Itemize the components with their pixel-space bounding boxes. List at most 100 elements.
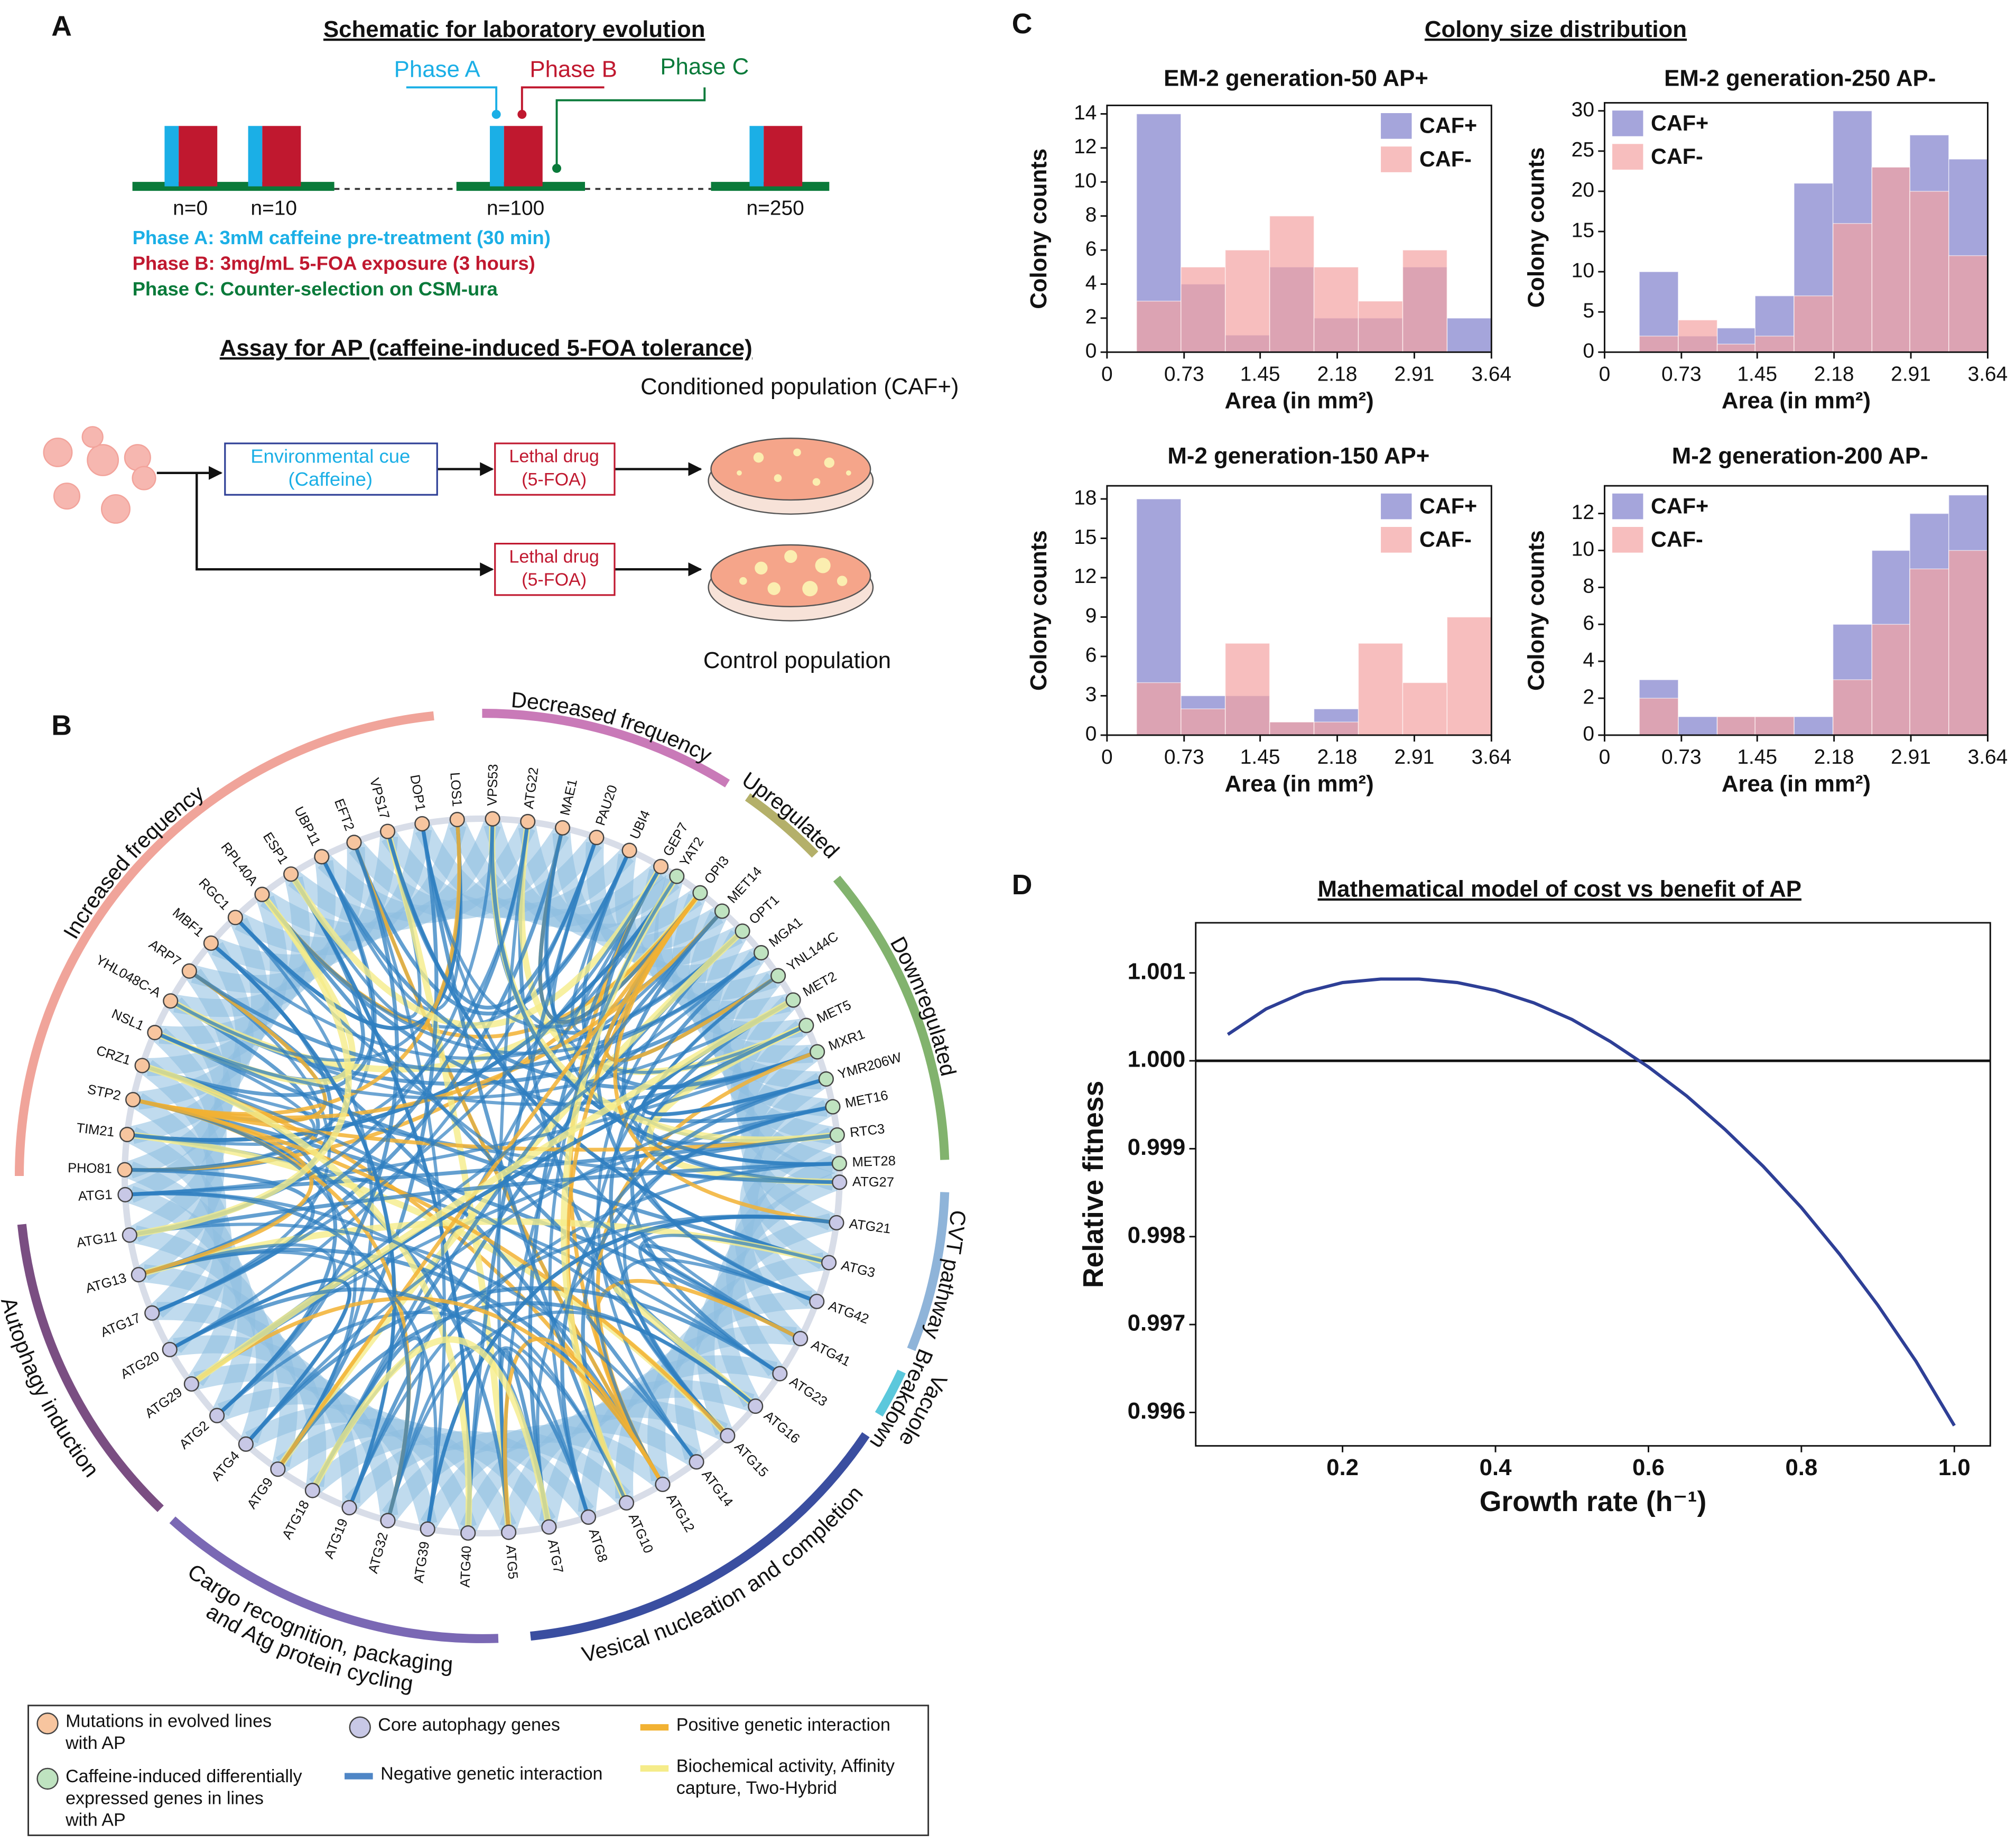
x-tick-label: 0.73	[1164, 746, 1204, 768]
colony	[824, 457, 835, 468]
phase-connector	[521, 86, 605, 115]
y-tick-label: 10	[1074, 170, 1097, 192]
x-tick-label: 0.73	[1661, 363, 1702, 385]
gene-node	[541, 1519, 557, 1535]
histogram-bar	[1402, 249, 1448, 353]
gene-node	[809, 1293, 825, 1309]
legend-text: CAF-	[1651, 144, 1703, 169]
cue-text: (Caffeine)	[289, 468, 373, 490]
drug-text: (5-FOA)	[522, 469, 587, 489]
chart-title: EM-2 generation-250 AP-	[1664, 65, 1936, 91]
plot-frame	[1106, 104, 1492, 353]
x-axis-label: Area (in mm²)	[1722, 388, 1871, 414]
group-arc	[530, 1432, 870, 1641]
y-tick-label: 6	[1085, 644, 1097, 666]
drug-bar	[179, 126, 218, 187]
x-tick-label: 2.18	[1814, 746, 1854, 768]
legend-swatch	[1381, 146, 1412, 172]
gene-node	[341, 1499, 357, 1516]
generation-label: n=10	[250, 197, 297, 220]
legend-text: CAF+	[1419, 114, 1477, 138]
interaction-chord	[603, 895, 775, 1062]
x-tick-label: 1.45	[1240, 363, 1280, 385]
y-tick-label: 0	[1583, 340, 1594, 363]
gene-node	[520, 813, 536, 830]
legend-text: Biochemical activity, Affinity	[676, 1756, 895, 1776]
x-tick-label: 0.4	[1480, 1455, 1512, 1480]
group-label: CVT pathway	[919, 1209, 970, 1342]
legend-text: with AP	[65, 1733, 126, 1753]
colony	[767, 582, 781, 595]
interaction-chord	[156, 832, 563, 1313]
x-tick-label: 0.73	[1661, 746, 1702, 768]
gene-label: ATG13	[84, 1271, 128, 1296]
yeast-cell	[87, 444, 119, 476]
plot-frame	[1195, 922, 1991, 1447]
phase-connector	[406, 86, 498, 115]
generation-label: n=100	[487, 197, 544, 220]
histogram-bar	[1871, 166, 1910, 353]
legend-text: Positive genetic interaction	[676, 1715, 890, 1735]
y-tick-label: 12	[1074, 565, 1097, 588]
group-arc	[875, 1369, 906, 1417]
gene-node	[669, 868, 685, 884]
gene-label: ATG2	[176, 1418, 212, 1452]
interaction-chord	[490, 823, 834, 1166]
histogram-bar	[1794, 716, 1834, 736]
gene-label: ATG4	[209, 1448, 243, 1484]
gene-node	[163, 993, 179, 1009]
y-tick-label: 15	[1572, 219, 1594, 242]
legend-swatch	[1612, 110, 1643, 136]
gene-node	[125, 1091, 141, 1108]
gene-label: RPL40A	[218, 840, 261, 888]
x-tick-label: 3.64	[1968, 746, 2008, 768]
fitness-curve	[1227, 977, 1956, 1427]
interaction-chord	[560, 1078, 822, 1513]
histogram-bar	[1136, 682, 1182, 736]
legend-text: capture, Two-Hybrid	[676, 1778, 837, 1798]
gene-label: PAU20	[593, 783, 620, 828]
gene-node	[618, 1495, 635, 1511]
gene-node	[818, 1071, 834, 1087]
gene-node	[485, 811, 500, 827]
y-tick-label: 30	[1572, 98, 1594, 121]
colony	[774, 474, 782, 482]
plot-frame	[1603, 102, 1989, 353]
x-tick-label: 1.0	[1938, 1455, 1971, 1480]
y-tick-label: 0.999	[1128, 1134, 1186, 1160]
y-tick-label: 4	[1583, 649, 1594, 671]
gene-label: ATG42	[826, 1299, 871, 1327]
gene-node	[119, 1126, 135, 1143]
legend-text: CAF+	[1419, 494, 1477, 518]
colony	[812, 478, 821, 486]
petri-agar	[710, 544, 871, 607]
yeast-cell	[132, 466, 156, 490]
x-tick-label: 0	[1101, 363, 1113, 385]
y-tick-label: 4	[1085, 272, 1097, 294]
x-tick-label: 0.73	[1164, 363, 1204, 385]
gene-label: ATG19	[321, 1516, 350, 1561]
gene-label: YMR206W	[837, 1050, 903, 1082]
chart-title: M-2 generation-150 AP+	[1167, 443, 1429, 469]
legend-swatch	[1612, 493, 1643, 520]
gene-node	[798, 1017, 814, 1033]
interaction-chord	[638, 1234, 824, 1373]
y-tick-label: 18	[1074, 486, 1097, 509]
y-tick-label: 14	[1074, 101, 1097, 124]
gene-node	[831, 1155, 847, 1171]
histogram-bar	[1678, 319, 1718, 353]
gene-label: ATG27	[852, 1174, 894, 1190]
histogram-bar	[1313, 721, 1359, 736]
y-tick-label: 1.001	[1128, 958, 1186, 984]
x-tick-label: 2.91	[1891, 363, 1931, 385]
schematic-title: Schematic for laboratory evolution	[323, 16, 705, 42]
phase-connector	[555, 87, 706, 169]
gene-label: VPS17	[367, 776, 392, 821]
legend-text: Mutations in evolved lines	[66, 1711, 272, 1731]
histogram-bar	[1358, 643, 1404, 736]
legend-swatch	[1381, 113, 1412, 139]
gene-label: EFT2	[331, 797, 357, 832]
gene-node	[144, 1305, 160, 1321]
model-title: Mathematical model of cost vs benefit of…	[1318, 876, 1801, 902]
gene-node	[653, 858, 669, 875]
